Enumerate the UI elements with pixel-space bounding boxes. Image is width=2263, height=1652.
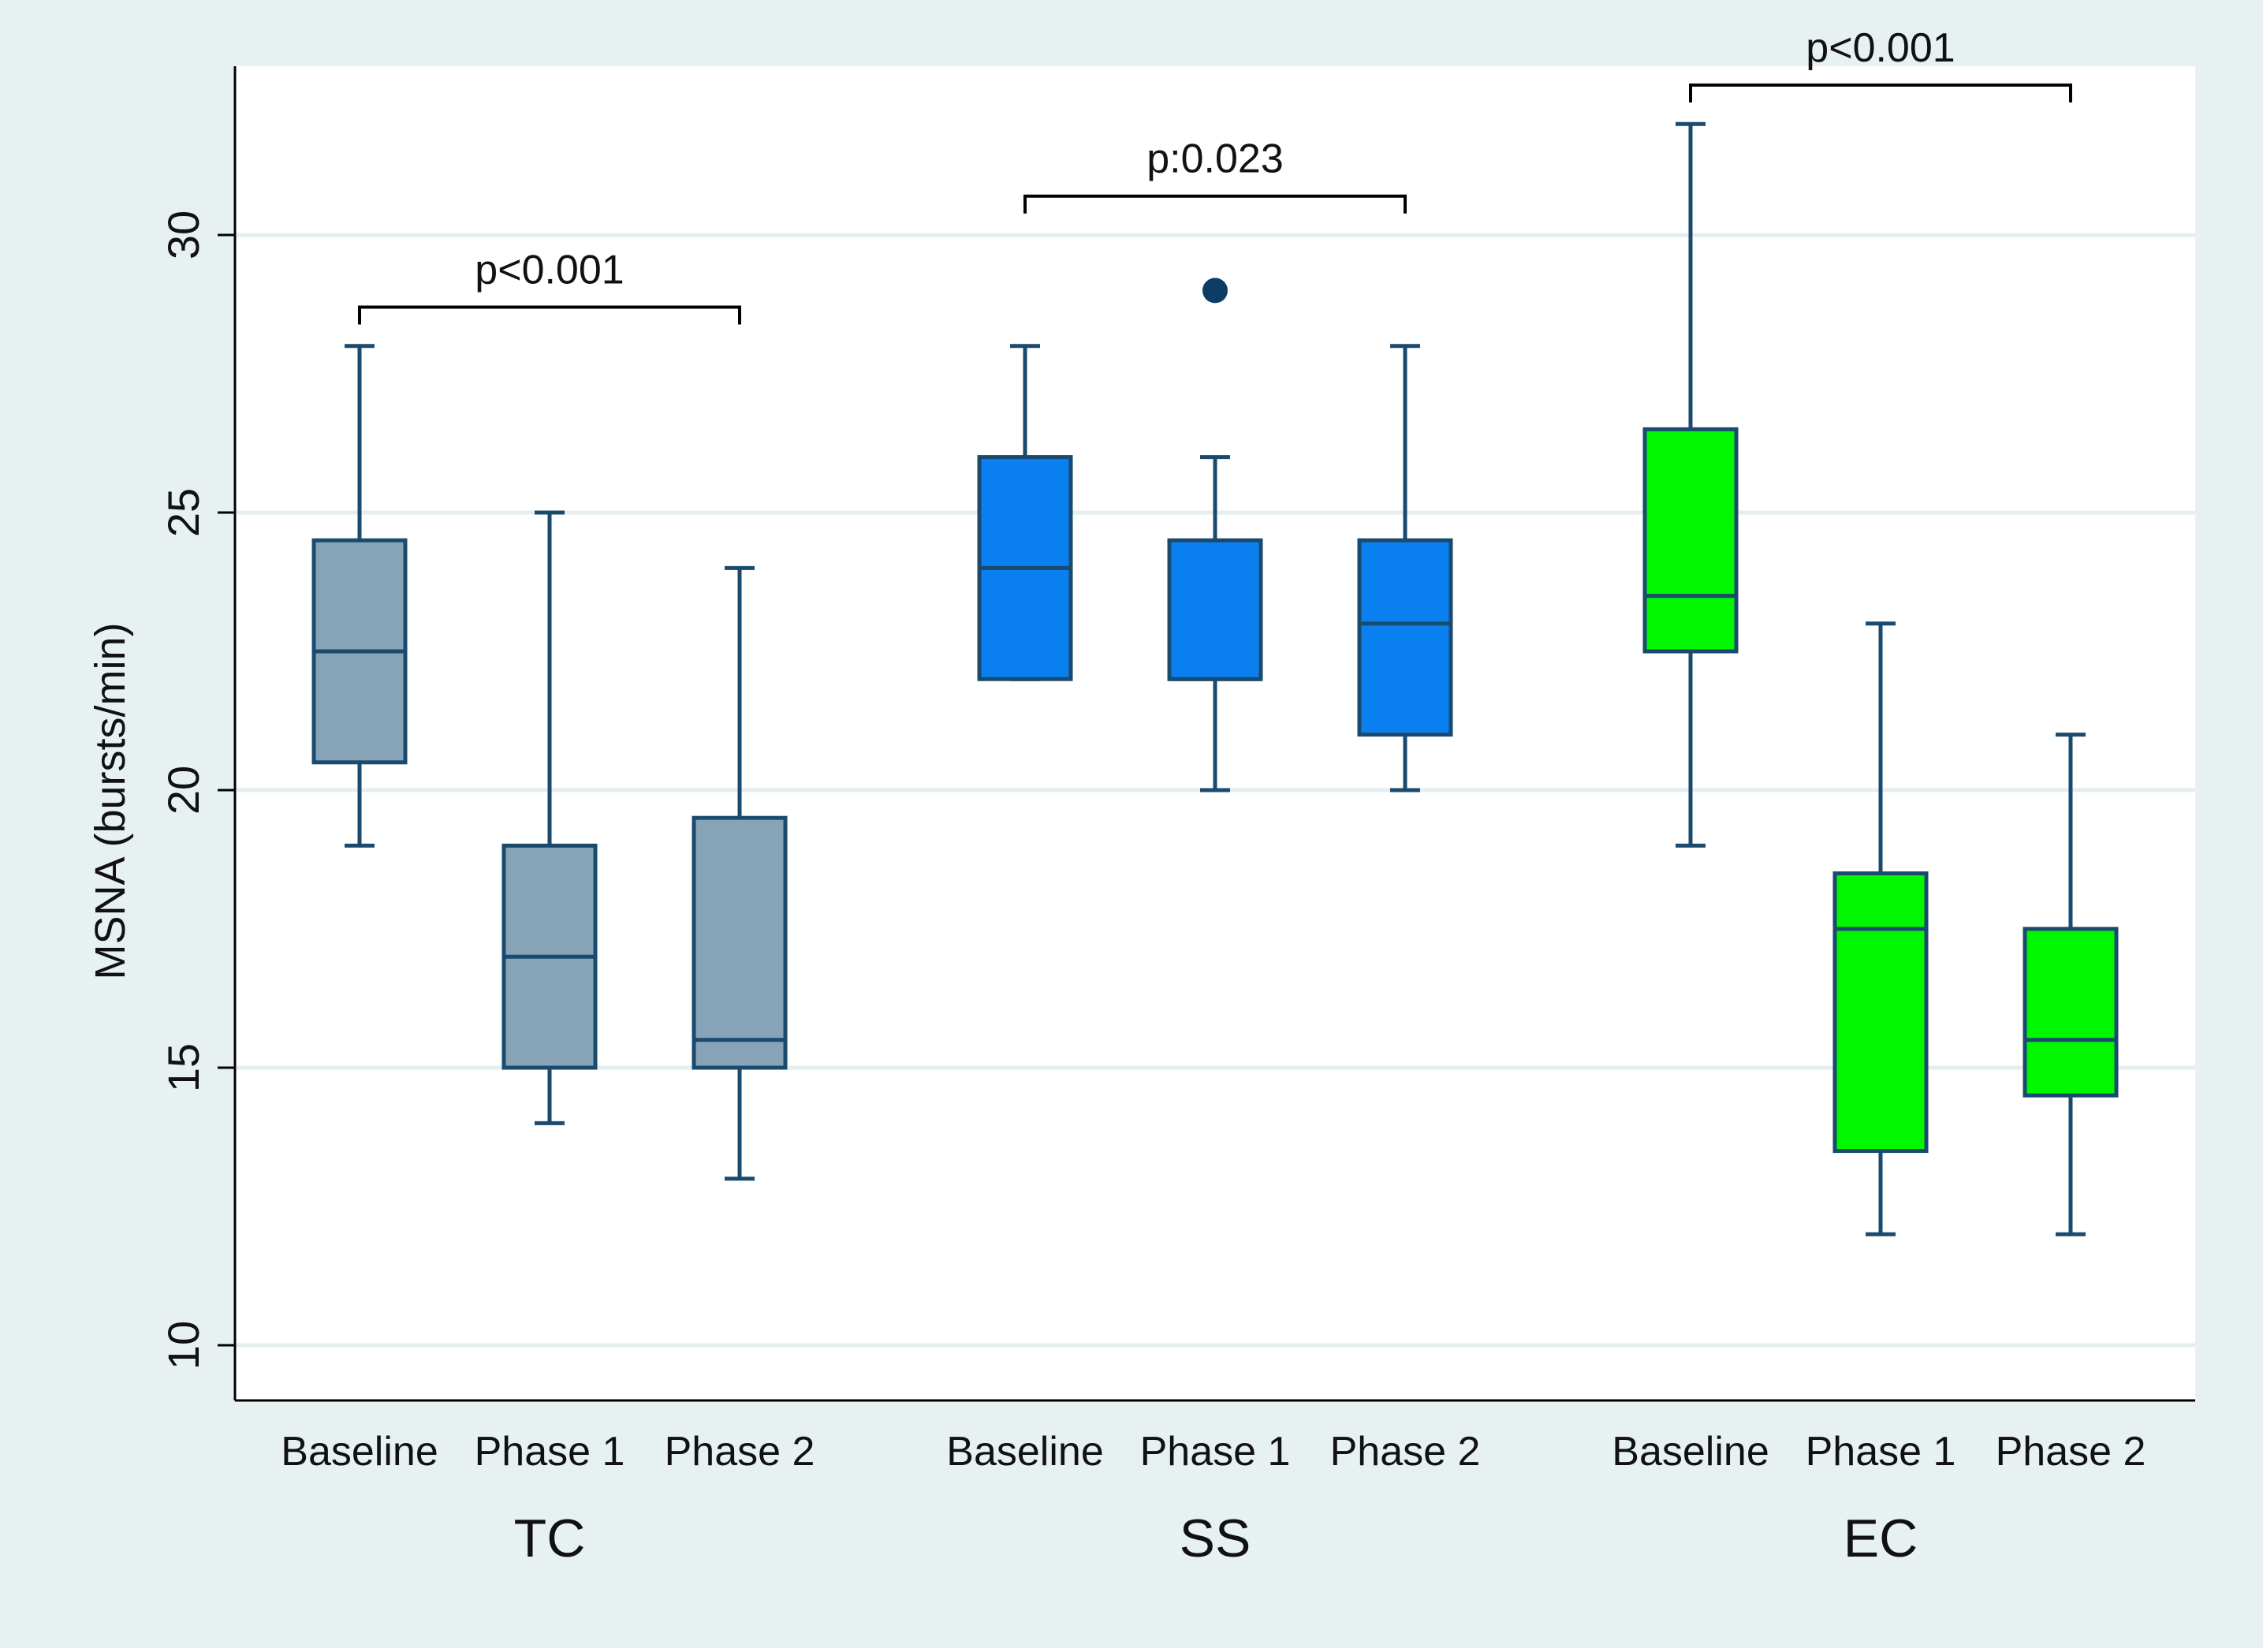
box-tc-phase-1	[501, 510, 598, 1125]
y-tick-label-15: 15	[158, 1043, 208, 1092]
boxes	[311, 121, 2119, 1236]
box-rect-ss-phase-1	[1167, 538, 1263, 681]
box-tc-baseline	[311, 344, 408, 848]
comparison-brackets: p<0.001 p:0.023 p<0.001	[358, 25, 2072, 325]
group-label-ec: EC	[1844, 1508, 1918, 1568]
p-value-label-ss: p:0.023	[1146, 136, 1284, 182]
y-ticks: 10 15 20 25 30	[158, 211, 235, 1370]
category-label-ec-baseline: Baseline	[1612, 1429, 1769, 1475]
category-label-tc-baseline: Baseline	[281, 1429, 438, 1475]
bracket-ss: p:0.023	[1023, 136, 1407, 214]
box-ss-phase-1	[1167, 278, 1263, 792]
outlier-ss-phase-1-0	[1202, 278, 1228, 304]
box-ec-phase-2	[2023, 733, 2119, 1236]
box-rect-ec-phase-1	[1832, 871, 1929, 1154]
group-label-tc: TC	[514, 1508, 586, 1568]
axes	[233, 66, 2195, 1402]
bracket-tc: p<0.001	[358, 248, 741, 325]
category-label-ec-phase-1: Phase 1	[1806, 1429, 1956, 1475]
bracket-line-ec	[1689, 83, 2072, 103]
y-tick-label-10: 10	[158, 1321, 208, 1370]
bracket-line-ss	[1023, 194, 1407, 214]
y-axis-title: MSNA (bursts/min)	[87, 622, 134, 979]
box-rect-ec-phase-2	[2023, 927, 2119, 1098]
category-label-ec-phase-2: Phase 2	[1996, 1429, 2146, 1475]
box-rect-ec-baseline	[1642, 427, 1739, 654]
category-labels: Baseline Phase 1 Phase 2 TC Baseline Phase 1 P…	[281, 1429, 2146, 1568]
group-label-ss: SS	[1180, 1508, 1251, 1568]
p-value-label-tc: p<0.001	[475, 248, 624, 293]
box-tc-phase-2	[692, 565, 788, 1181]
box-rect-tc-phase-2	[692, 815, 788, 1070]
box-ec-baseline	[1642, 121, 1739, 848]
category-label-ss-phase-1: Phase 1	[1140, 1429, 1291, 1475]
bracket-line-tc	[358, 305, 741, 325]
y-tick-label-25: 25	[158, 488, 208, 537]
box-ss-phase-2	[1357, 344, 1453, 792]
category-label-ss-baseline: Baseline	[946, 1429, 1103, 1475]
bracket-ec: p<0.001	[1689, 25, 2072, 103]
y-tick-label-20: 20	[158, 766, 208, 815]
box-ss-baseline	[977, 344, 1073, 681]
category-label-ss-phase-2: Phase 2	[1330, 1429, 1481, 1475]
category-label-tc-phase-2: Phase 2	[665, 1429, 815, 1475]
category-label-tc-phase-1: Phase 1	[475, 1429, 625, 1475]
p-value-label-ec: p<0.001	[1806, 25, 1955, 71]
box-ec-phase-1	[1832, 621, 1929, 1236]
box-rect-ss-phase-2	[1357, 538, 1453, 737]
y-tick-label-30: 30	[158, 211, 208, 259]
